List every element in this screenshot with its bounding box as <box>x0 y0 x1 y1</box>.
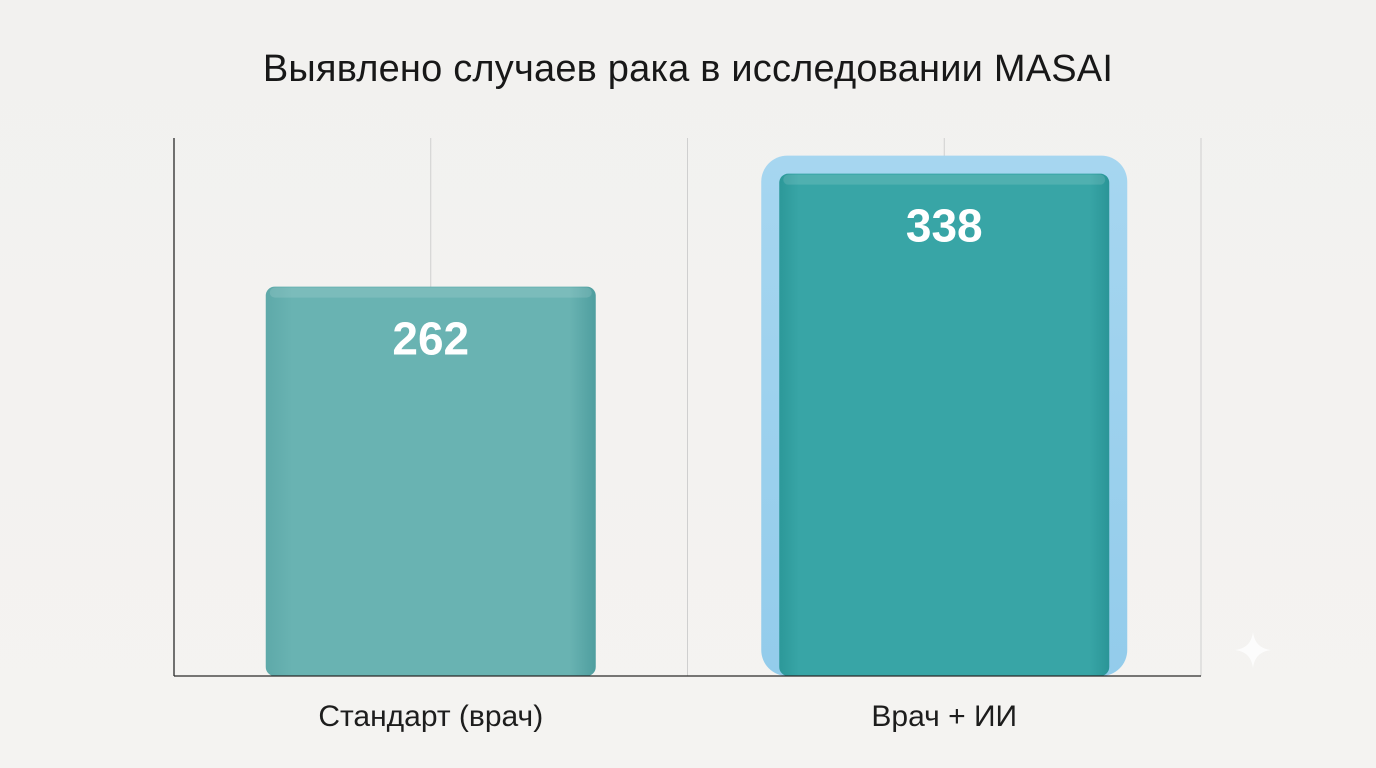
category-tick-label: Стандарт (врач) <box>318 700 543 733</box>
bar-value-label: 338 <box>906 200 983 252</box>
sparkle-icon <box>1235 632 1271 668</box>
bar-value-label: 262 <box>392 313 469 365</box>
bar <box>779 173 1110 676</box>
bar-bevel <box>783 174 1106 185</box>
bar <box>265 286 596 676</box>
chart-title: Выявлено случаев рака в исследовании MAS… <box>262 48 1114 90</box>
category-tick-label: Врач + ИИ <box>871 700 1017 733</box>
bar-bevel <box>269 287 592 298</box>
